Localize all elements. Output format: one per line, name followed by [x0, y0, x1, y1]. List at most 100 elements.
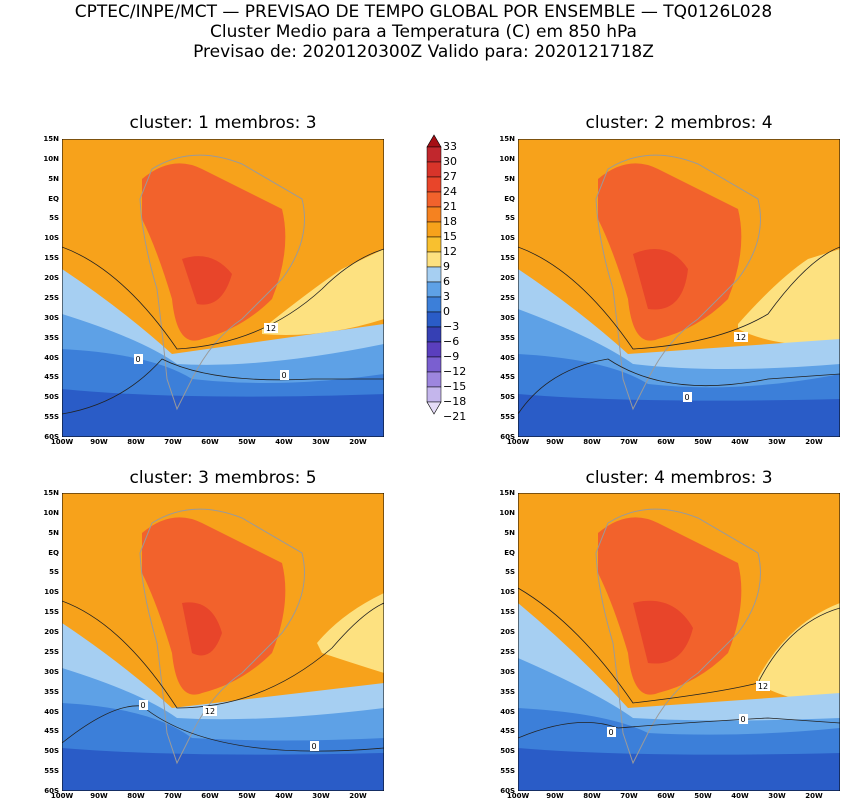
colorbar-segment — [426, 296, 442, 313]
colorbar-max-arrow — [426, 134, 442, 148]
region-yellow — [262, 249, 384, 335]
lat-tick-label: 50S — [44, 747, 59, 756]
lat-tick-label: EQ — [48, 548, 59, 557]
colorbar-segment — [426, 341, 442, 358]
lat-tick-label: 15S — [44, 608, 59, 617]
lat-tick-label: 10S — [500, 234, 515, 243]
colorbar-tick-label: −12 — [443, 365, 467, 378]
lat-tick-label: 5N — [504, 174, 515, 183]
lon-tick-label: 50W — [238, 438, 256, 446]
lat-tick-label: 55S — [44, 413, 59, 422]
colorbar-tick-label: 21 — [443, 200, 457, 213]
lon-tick-label: 60W — [657, 792, 675, 800]
lat-tick-label: 60S — [44, 787, 59, 795]
lon-tick-label: 70W — [620, 438, 638, 446]
lon-tick-label: 100W — [506, 438, 530, 446]
lon-tick-label: 100W — [50, 792, 74, 800]
lat-tick-label: 25S — [44, 647, 59, 656]
lat-tick-label: 60S — [500, 787, 515, 795]
lat-tick-label: 50S — [500, 747, 515, 756]
lat-tick-label: 5N — [48, 174, 59, 183]
contour-label-0b: 0 — [740, 715, 745, 724]
panel-2-title: cluster: 2 membros: 4 — [585, 113, 773, 133]
lon-tick-label: 20W — [805, 792, 823, 800]
region-hottest — [182, 256, 232, 305]
colorbar-segment — [426, 206, 442, 223]
colorbar-segment — [426, 281, 442, 298]
lon-tick-label: 50W — [238, 792, 256, 800]
lat-tick-label: 35S — [44, 333, 59, 342]
lat-tick-label: 5S — [49, 214, 59, 223]
lat-tick-label: 30S — [500, 667, 515, 676]
lat-tick-label: 20S — [44, 628, 59, 637]
lat-tick-label: 50S — [44, 393, 59, 402]
colorbar-tick-label: 27 — [443, 170, 457, 183]
lat-tick-label: 15S — [44, 254, 59, 263]
lat-tick-label: 60S — [44, 433, 59, 441]
lon-tick-label: 40W — [275, 438, 293, 446]
chart-title-line3: Previsao de: 2020120300Z Valido para: 20… — [193, 42, 654, 62]
panel-2-map: 12 0 — [518, 139, 840, 437]
lon-tick-label: 80W — [127, 438, 145, 446]
lat-tick-label: 40S — [500, 353, 515, 362]
colorbar-segment — [426, 176, 442, 193]
panel-3-map: 12 0 0 — [62, 493, 384, 791]
colorbar-tick-label: 18 — [443, 215, 457, 228]
lat-tick-label: 15S — [500, 254, 515, 263]
contour-label-0b: 0 — [281, 371, 286, 380]
lat-tick-label: 10S — [500, 588, 515, 597]
lat-tick-label: 15S — [500, 608, 515, 617]
colorbar-segment — [426, 251, 442, 268]
panel-3-title: cluster: 3 membros: 5 — [129, 468, 317, 488]
lon-tick-label: 30W — [312, 792, 330, 800]
lat-tick-label: 35S — [500, 333, 515, 342]
lon-tick-label: 30W — [312, 438, 330, 446]
contour-label-0a: 0 — [135, 355, 140, 364]
colorbar-segment — [426, 191, 442, 208]
lat-tick-label: 10N — [499, 508, 515, 517]
contour-label-12: 12 — [266, 324, 276, 333]
colorbar-tick-label: 24 — [443, 185, 457, 198]
colorbar-segment — [426, 221, 442, 238]
lat-tick-label: 55S — [500, 767, 515, 776]
chart-title-line2: Cluster Medio para a Temperatura (C) em … — [210, 22, 637, 42]
colorbar-segment — [426, 236, 442, 253]
lat-tick-label: 20S — [44, 274, 59, 283]
contour-label-0b: 0 — [311, 742, 316, 751]
lon-tick-label: 40W — [275, 792, 293, 800]
panel-4-map: 12 0 0 — [518, 493, 840, 791]
lon-tick-label: 70W — [620, 792, 638, 800]
lat-tick-label: 5S — [505, 214, 515, 223]
lat-tick-label: 15N — [499, 489, 515, 497]
lat-tick-label: 45S — [44, 373, 59, 382]
lat-tick-label: 30S — [44, 667, 59, 676]
lat-tick-label: 55S — [44, 767, 59, 776]
lat-tick-label: 35S — [500, 687, 515, 696]
lon-tick-label: 50W — [694, 792, 712, 800]
lon-tick-label: 80W — [583, 438, 601, 446]
region-deep-blue — [62, 389, 384, 437]
lon-tick-label: 20W — [349, 792, 367, 800]
contour-label-0a: 0 — [140, 701, 145, 710]
lon-tick-label: 100W — [506, 792, 530, 800]
colorbar — [426, 134, 442, 415]
chart-title-line1: CPTEC/INPE/MCT — PREVISAO DE TEMPO GLOBA… — [74, 2, 773, 22]
colorbar-segment — [426, 356, 442, 373]
colorbar-tick-label: 3 — [443, 290, 450, 303]
colorbar-tick-label: −6 — [443, 335, 460, 348]
lon-tick-label: 60W — [657, 438, 675, 446]
lat-tick-label: EQ — [48, 194, 59, 203]
panel-1-title: cluster: 1 membros: 3 — [129, 113, 317, 133]
lat-tick-label: 25S — [44, 293, 59, 302]
panel-1-map: 12 0 0 — [62, 139, 384, 437]
lon-tick-label: 60W — [201, 792, 219, 800]
lat-tick-label: 55S — [500, 413, 515, 422]
lat-tick-label: 5N — [48, 528, 59, 537]
lon-tick-label: 40W — [731, 792, 749, 800]
lat-tick-label: 10N — [43, 154, 59, 163]
lon-tick-label: 60W — [201, 438, 219, 446]
lat-tick-label: 40S — [500, 707, 515, 716]
lat-tick-label: 10N — [499, 154, 515, 163]
lat-tick-label: 60S — [500, 433, 515, 441]
contour-label-0a: 0 — [684, 393, 689, 402]
